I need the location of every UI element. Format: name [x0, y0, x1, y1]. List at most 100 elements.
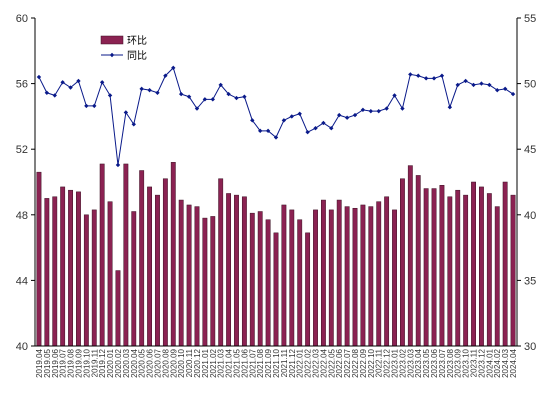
x-tick-label: 2020.01: [106, 348, 115, 377]
x-tick-label: 2020.03: [122, 348, 131, 377]
bar-2021.03: [218, 178, 224, 347]
x-tick-label: 2021.06: [240, 348, 249, 377]
bar-2023.12: [479, 186, 484, 347]
line-point-2021.05: [234, 95, 239, 101]
x-tick-label: 2023.12: [477, 348, 486, 377]
x-tick-label: 2021.11: [280, 348, 289, 377]
line-point-2022.07: [344, 115, 350, 120]
x-axis-labels: 2019.042019.052019.062019.072019.082019.…: [35, 348, 518, 377]
right-axis: 30 35 40 45 50 55: [517, 13, 536, 353]
line-point-2023.03: [408, 72, 413, 77]
line-point-2020.04: [131, 122, 136, 127]
line-point-2021.10: [273, 135, 279, 140]
x-tick-label: 2023.06: [430, 348, 439, 377]
bar-2021.06: [241, 196, 247, 347]
bar-2020.07: [155, 194, 160, 347]
line-point-2022.01: [297, 111, 302, 116]
bar-2022.06: [336, 199, 342, 347]
bar-2021.09: [265, 219, 271, 347]
line-point-2019.10: [84, 103, 89, 109]
bar-2020.08: [162, 178, 168, 347]
x-tick-label: 2024.03: [501, 348, 510, 377]
x-tick-label: 2020.09: [169, 348, 178, 377]
x-tick-label: 2022.01: [296, 348, 305, 377]
line-point-2022.11: [376, 108, 381, 114]
line-path: [38, 66, 514, 166]
x-tick-label: 2020.12: [193, 348, 202, 377]
x-tick-label: 2022.11: [375, 348, 384, 377]
bar-2020.06: [147, 186, 152, 347]
x-tick-label: 2020.08: [161, 348, 170, 377]
bar-2019.12: [99, 163, 105, 347]
bar-2020.04: [131, 211, 137, 347]
x-tick-label: 2020.06: [146, 348, 155, 377]
line-point-2020.10: [178, 91, 184, 97]
x-tick-label: 2024.01: [485, 348, 494, 377]
x-tick-label: 2021.07: [248, 348, 257, 377]
line-point-2023.02: [400, 106, 405, 111]
x-tick-label: 2022.08: [351, 348, 360, 377]
x-tick-label: 2020.11: [185, 348, 194, 377]
line-point-2022.06: [337, 112, 342, 118]
bar-2021.04: [226, 193, 232, 347]
x-tick-label: 2023.03: [406, 348, 415, 377]
bar-2021.05: [234, 194, 239, 347]
line-point-2019.04: [36, 74, 42, 80]
x-tick-label: 2022.09: [359, 348, 368, 377]
x-tick-label: 2022.03: [312, 348, 321, 377]
bar-2021.07: [249, 212, 255, 347]
line-point-2019.09: [76, 78, 81, 84]
line-point-2021.07: [250, 118, 255, 123]
bar-2020.09: [170, 162, 176, 347]
bar-2022.10: [368, 206, 374, 347]
bar-2022.05: [328, 209, 334, 347]
x-tick-label: 2021.02: [209, 348, 218, 377]
x-tick-label: 2019.09: [74, 348, 83, 377]
line-point-2021.08: [257, 128, 263, 134]
bar-2020.12: [194, 206, 200, 347]
line-point-2020.03: [123, 110, 129, 115]
left-tick-label: 40: [16, 341, 28, 353]
left-tick-label: 56: [16, 79, 28, 91]
line-point-2024.04: [510, 91, 516, 97]
right-tick-label: 50: [524, 79, 536, 91]
x-tick-label: 2023.05: [422, 348, 431, 377]
x-tick-label: 2023.04: [414, 348, 423, 377]
bar-2023.10: [463, 194, 469, 347]
line-point-2024.03: [502, 86, 508, 92]
right-tick-label: 30: [524, 341, 536, 353]
bar-2023.04: [415, 175, 421, 347]
line-point-2019.05: [44, 90, 50, 95]
line-point-2020.07: [155, 90, 160, 95]
bar-2023.11: [471, 181, 476, 347]
line-point-2022.03: [313, 126, 318, 131]
x-tick-label: 2022.02: [304, 348, 313, 377]
line-point-2024.02: [495, 87, 500, 93]
x-tick-label: 2023.11: [470, 348, 479, 377]
bar-2021.12: [289, 209, 295, 347]
bar-2021.11: [281, 204, 287, 347]
line-point-2023.01: [392, 93, 397, 98]
bar-2024.03: [502, 181, 508, 347]
x-tick-label: 2022.10: [367, 348, 376, 377]
bar-2023.02: [400, 178, 405, 347]
bar-2019.07: [60, 186, 66, 347]
legend-label-line: 同比: [127, 50, 147, 62]
line-point-2024.01: [487, 82, 492, 88]
line-point-2023.11: [471, 82, 476, 88]
bar-2024.04: [510, 194, 516, 347]
line-point-2019.07: [60, 80, 65, 85]
bar-2019.09: [76, 191, 81, 347]
x-tick-label: 2023.01: [391, 348, 400, 377]
line-point-2020.01: [107, 93, 113, 98]
line-point-2021.01: [202, 97, 208, 102]
bar-2019.04: [36, 171, 42, 347]
line-point-2020.02: [115, 162, 121, 168]
line-point-2023.04: [416, 73, 421, 78]
bar-2023.08: [447, 196, 453, 347]
line-point-2023.05: [423, 76, 429, 81]
line-point-2020.06: [147, 87, 152, 93]
line-point-2023.09: [455, 82, 460, 88]
x-tick-label: 2021.09: [264, 348, 273, 377]
